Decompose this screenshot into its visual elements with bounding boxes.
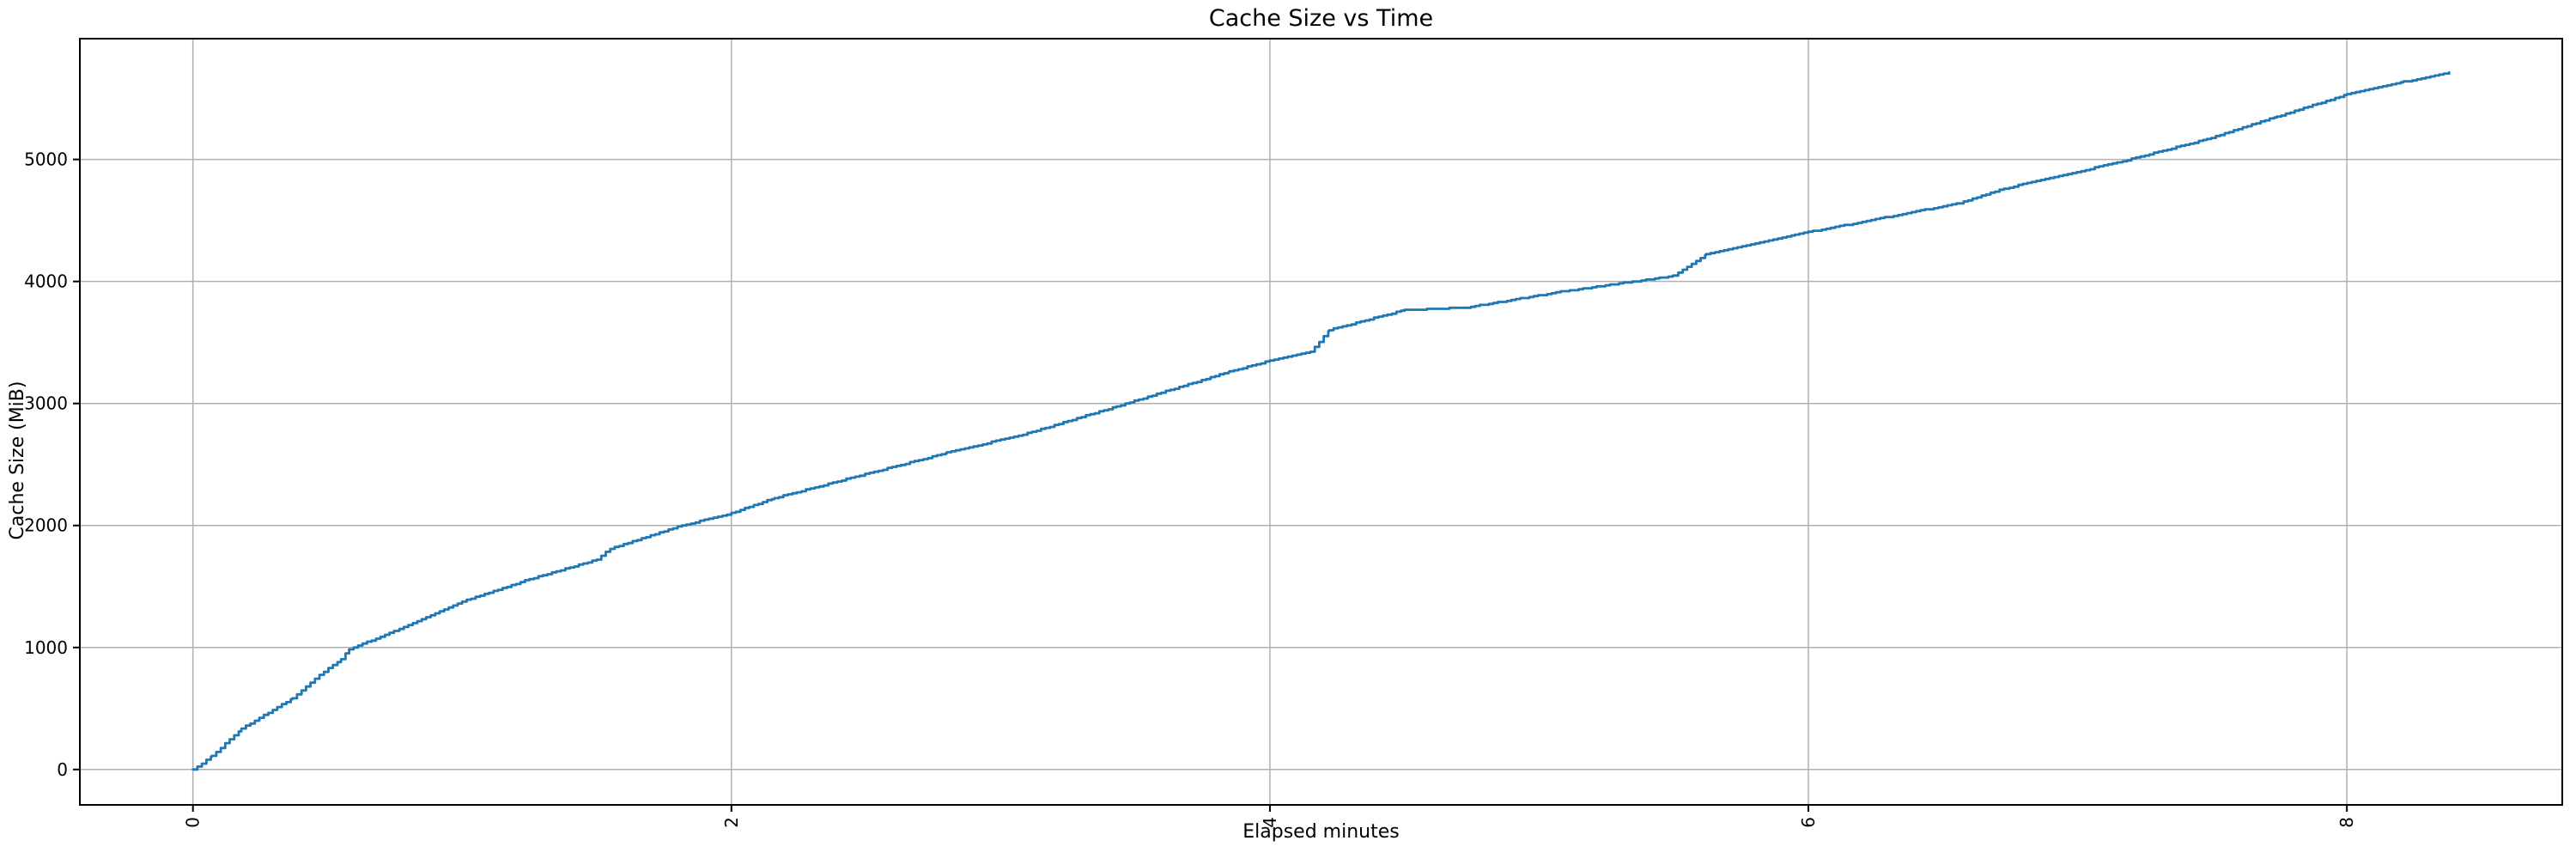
y-tick-label: 5000	[24, 149, 68, 170]
x-tick-label: 4	[1260, 817, 1280, 828]
data-line	[191, 70, 2451, 771]
y-tick-label: 4000	[24, 271, 68, 292]
spine-layer	[79, 38, 2563, 806]
series-layer	[191, 70, 2451, 771]
y-tick-label: 3000	[24, 393, 68, 414]
y-axis-label: Cache Size (MiB)	[7, 381, 28, 540]
y-tick-label: 1000	[24, 637, 68, 658]
x-tick-label: 6	[1798, 817, 1819, 828]
x-tick-label: 8	[2336, 817, 2357, 828]
y-tick-label: 2000	[24, 515, 68, 536]
tick-layer	[73, 158, 2348, 812]
chart-title: Cache Size vs Time	[1209, 5, 1433, 32]
x-tick-label: 2	[721, 817, 742, 828]
x-tick-label: 0	[183, 817, 204, 828]
x-axis-label: Elapsed minutes	[1242, 821, 1399, 843]
plot-border	[79, 38, 2563, 806]
tick-label-layer: 0 2 4 6 8 0 1000 2000 3000 4000 5000	[24, 149, 2357, 828]
y-tick-label: 0	[57, 759, 68, 780]
grid-layer	[80, 39, 2562, 805]
